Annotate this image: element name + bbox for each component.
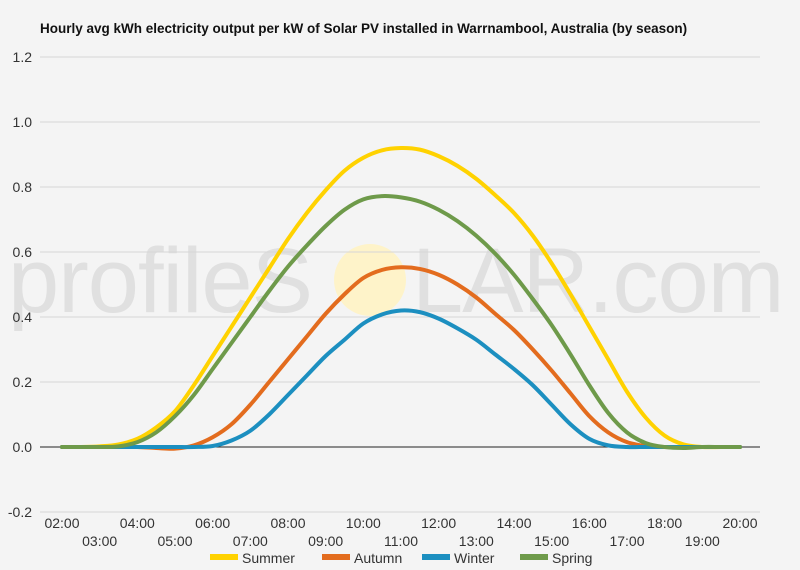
x-tick-label: 05:00 bbox=[157, 533, 192, 549]
x-tick-label: 02:00 bbox=[44, 515, 79, 531]
x-tick-label: 09:00 bbox=[308, 533, 343, 549]
legend-label: Summer bbox=[242, 550, 295, 566]
watermark-sun-icon bbox=[334, 244, 406, 316]
y-tick-label: 0.0 bbox=[13, 439, 33, 455]
x-tick-label: 06:00 bbox=[195, 515, 230, 531]
x-tick-label: 16:00 bbox=[572, 515, 607, 531]
x-tick-label: 12:00 bbox=[421, 515, 456, 531]
series bbox=[60, 145, 742, 451]
x-tick-label: 11:00 bbox=[384, 533, 418, 549]
series-line-summer bbox=[60, 145, 742, 450]
legend-swatch bbox=[322, 554, 350, 560]
x-tick-label: 08:00 bbox=[270, 515, 305, 531]
legend-item-summer[interactable]: Summer bbox=[210, 550, 295, 566]
watermark-text-right: LAR.com bbox=[412, 230, 783, 332]
legend-label: Autumn bbox=[354, 550, 402, 566]
legend-label: Spring bbox=[552, 550, 592, 566]
x-tick-label: 17:00 bbox=[609, 533, 644, 549]
y-tick-label: 1.2 bbox=[13, 49, 33, 65]
legend: Summer Autumn Winter Spring bbox=[210, 550, 592, 566]
y-tick-label: -0.2 bbox=[8, 504, 32, 520]
x-tick-label: 20:00 bbox=[722, 515, 757, 531]
y-tick-label: 0.2 bbox=[13, 374, 33, 390]
legend-item-winter[interactable]: Winter bbox=[422, 550, 495, 566]
y-axis: -0.2 0.0 0.2 0.4 0.6 0.8 1.0 1.2 bbox=[8, 49, 32, 520]
chart-title: Hourly avg kWh electricity output per kW… bbox=[40, 21, 687, 36]
x-axis: 02:00 04:00 06:00 08:00 10:00 12:00 14:00 16:00… bbox=[44, 515, 757, 549]
series-line-spring bbox=[60, 194, 742, 450]
y-tick-label: 0.6 bbox=[13, 244, 33, 260]
x-tick-label: 13:00 bbox=[459, 533, 494, 549]
x-tick-label: 07:00 bbox=[233, 533, 268, 549]
legend-item-spring[interactable]: Spring bbox=[520, 550, 592, 566]
series-line-winter bbox=[60, 308, 742, 450]
grid bbox=[40, 56, 760, 513]
legend-label: Winter bbox=[454, 550, 495, 566]
x-tick-label: 15:00 bbox=[534, 533, 569, 549]
legend-item-autumn[interactable]: Autumn bbox=[322, 550, 402, 566]
legend-swatch bbox=[520, 554, 548, 560]
x-tick-label: 18:00 bbox=[647, 515, 682, 531]
legend-swatch bbox=[210, 554, 238, 560]
x-tick-label: 19:00 bbox=[685, 533, 720, 549]
x-tick-label: 03:00 bbox=[82, 533, 117, 549]
legend-swatch bbox=[422, 554, 450, 560]
x-tick-label: 10:00 bbox=[346, 515, 381, 531]
y-tick-label: 0.8 bbox=[13, 179, 33, 195]
x-tick-label: 14:00 bbox=[496, 515, 531, 531]
y-tick-label: 0.4 bbox=[13, 309, 33, 325]
y-tick-label: 1.0 bbox=[13, 114, 33, 130]
x-tick-label: 04:00 bbox=[120, 515, 155, 531]
